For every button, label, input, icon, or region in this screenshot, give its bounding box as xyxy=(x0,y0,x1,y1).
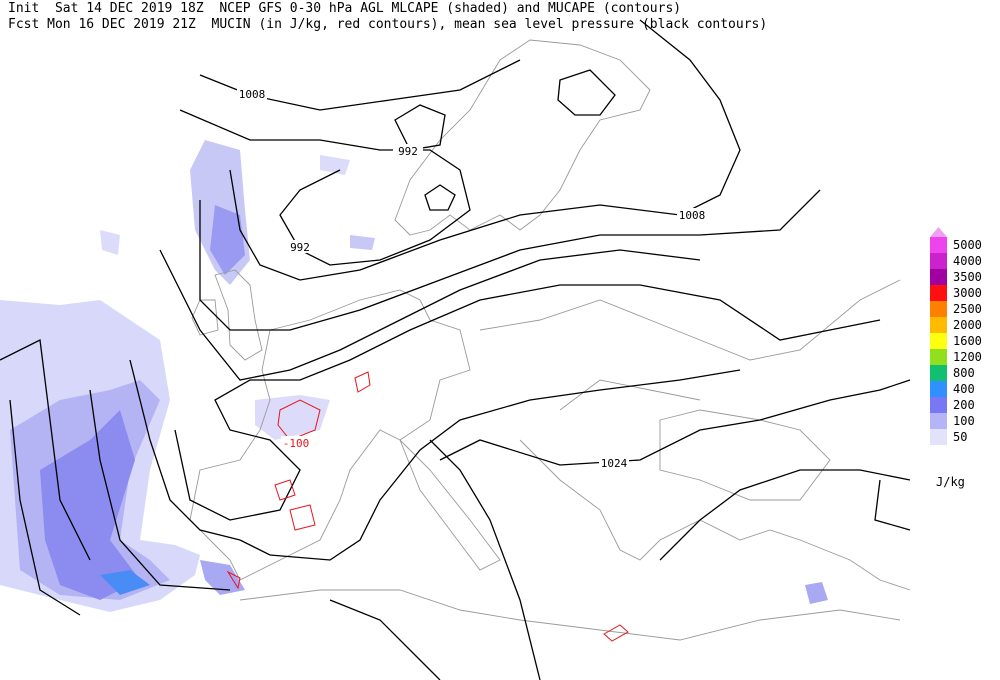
colorbar-label: 4000 xyxy=(953,254,982,268)
contour-label-bg xyxy=(677,208,707,221)
colorbar-arrow xyxy=(930,227,947,237)
colorbar-label: 1600 xyxy=(953,334,982,348)
contour-labels: 1008 992 992 1008 1024 -100 xyxy=(237,87,707,470)
contour-label: 1008 xyxy=(679,209,706,222)
colorbar-label: 200 xyxy=(953,398,975,412)
contour-label-bg xyxy=(281,436,311,449)
colorbar-swatch xyxy=(930,301,947,317)
colorbar-label: 2500 xyxy=(953,302,982,316)
colorbar-swatch xyxy=(930,349,947,365)
contour-label: 1008 xyxy=(239,88,266,101)
colorbar-label: 400 xyxy=(953,382,975,396)
colorbar-label: 50 xyxy=(953,430,967,444)
contour-label: -100 xyxy=(283,437,310,450)
contour-label: 992 xyxy=(290,241,310,254)
header-line-2: Fcst Mon 16 DEC 2019 21Z MUCIN (in J/kg,… xyxy=(8,17,767,32)
colorbar-swatch xyxy=(930,269,947,285)
colorbar-label: 3000 xyxy=(953,286,982,300)
colorbar: 5000 4000 3500 3000 2500 2000 1600 1200 800 400 20… xyxy=(930,227,982,445)
contour-label-bg xyxy=(237,87,267,100)
colorbar-swatch xyxy=(930,429,947,445)
colorbar-swatch xyxy=(930,253,947,269)
colorbar-swatch xyxy=(930,317,947,333)
colorbar-swatch xyxy=(930,333,947,349)
colorbar-swatch xyxy=(930,365,947,381)
contour-label-bg xyxy=(599,456,629,469)
colorbar-swatch xyxy=(930,285,947,301)
colorbar-label: 5000 xyxy=(953,238,982,252)
colorbar-swatch xyxy=(930,413,947,429)
colorbar-label: 2000 xyxy=(953,318,982,332)
colorbar-swatch xyxy=(930,381,947,397)
colorbar-label: 100 xyxy=(953,414,975,428)
contour-label-bg xyxy=(285,240,315,253)
header-line-1: Init Sat 14 DEC 2019 18Z NCEP GFS 0-30 h… xyxy=(8,1,681,16)
colorbar-unit: J/kg xyxy=(936,475,965,489)
colorbar-label: 3500 xyxy=(953,270,982,284)
isobars xyxy=(0,19,911,680)
colorbar-swatch xyxy=(930,397,947,413)
contour-label: 1024 xyxy=(601,457,628,470)
mucin-contours xyxy=(226,371,629,642)
colorbar-label: 1200 xyxy=(953,350,982,364)
contour-label-bg xyxy=(393,144,423,157)
contour-label: 992 xyxy=(398,145,418,158)
colorbar-label: 800 xyxy=(953,366,975,380)
colorbar-swatch xyxy=(930,237,947,253)
